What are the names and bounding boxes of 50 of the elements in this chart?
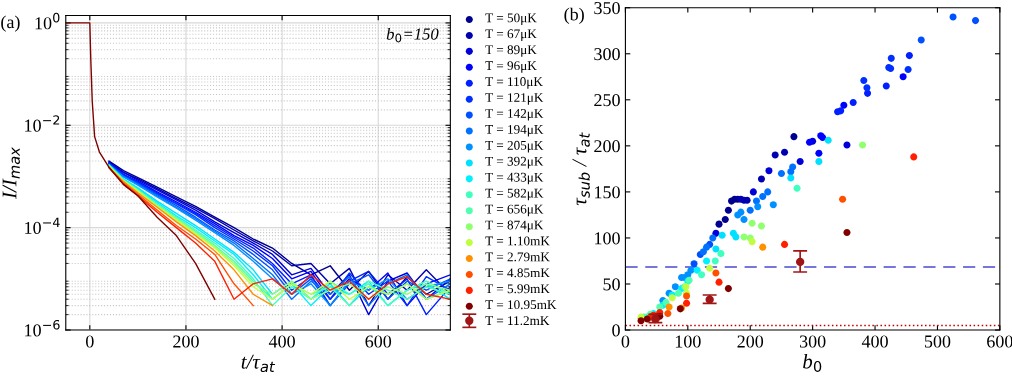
legend-label: T = 11.2mK: [485, 316, 550, 326]
x-tick-label: 600: [365, 335, 392, 348]
legend-label: T = 121μK: [485, 93, 544, 105]
y-tick-label: 250: [594, 94, 620, 107]
x-tick-label: 600: [987, 335, 1012, 348]
y-tick-label: 300: [594, 48, 620, 61]
x-tick-label: 400: [268, 335, 295, 348]
y-tick-label: 0: [612, 324, 620, 337]
y-axis-title: τ$_{sub}$ / τ$_{at}$: [572, 132, 590, 206]
legend-label: T = 392μK: [485, 156, 544, 169]
legend-label: T = 1.10mK: [485, 236, 550, 246]
x-tick-label: 400: [861, 335, 888, 348]
chart-title: (a): [1, 15, 20, 32]
y-tick-label: 10$^{−6}$: [25, 319, 60, 337]
x-tick-label: 200: [737, 335, 764, 348]
x-tick-label: 300: [799, 335, 826, 348]
legend-label: T = 205μK: [485, 140, 544, 153]
legend-label: T = 2.79mK: [485, 252, 550, 262]
y-tick-label: 350: [594, 1, 620, 15]
y-tick-label: 10$^{−4}$: [25, 217, 60, 235]
legend-label: T = 96μK: [485, 61, 537, 73]
x-tick-label: 100: [675, 335, 701, 348]
legend-label: T = 656μK: [485, 204, 544, 217]
legend-label: T = 67μK: [485, 29, 537, 41]
legend-label: T = 5.99mK: [485, 284, 550, 294]
x-tick-label: 0: [621, 335, 630, 348]
legend-label: T = 194μK: [485, 124, 544, 137]
y-tick-label: 200: [594, 140, 620, 153]
legend-label: T = 874μK: [485, 220, 544, 233]
y-axis-title: I/I$_{max}$: [2, 147, 20, 199]
y-tick-label: 100: [595, 232, 620, 245]
x-tick-label: 0: [85, 335, 94, 348]
legend-label: T = 433μK: [485, 172, 544, 185]
chart-title: (b): [564, 7, 584, 25]
annotation: b$_{0}$=150: [386, 27, 439, 43]
y-tick-label: 50: [603, 278, 620, 291]
x-tick-label: 200: [173, 335, 199, 348]
legend-label: T = 50μK: [485, 13, 537, 25]
legend-label: T = 10.95mK: [485, 300, 557, 310]
y-tick-label: 10$^{0}$: [35, 12, 60, 30]
x-axis-title: b$_{0}$: [803, 353, 822, 372]
legend-label: T = 142μK: [485, 109, 544, 121]
legend-label: T = 110μK: [485, 77, 543, 89]
legend-label: T = 89μK: [485, 45, 537, 57]
y-tick-label: 150: [595, 186, 620, 199]
x-axis-title: t/τ$_{at}$: [241, 354, 276, 373]
x-tick-label: 500: [924, 335, 951, 348]
y-tick-label: 10$^{−2}$: [25, 115, 60, 132]
legend-label: T = 582μK: [485, 188, 544, 201]
legend-label: T = 4.85mK: [485, 268, 550, 278]
